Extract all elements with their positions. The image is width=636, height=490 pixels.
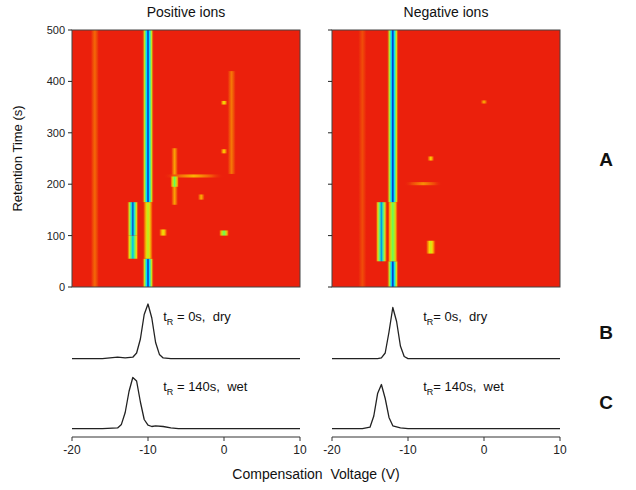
plot-frame bbox=[332, 30, 560, 287]
y-tick bbox=[328, 81, 332, 82]
y-tick bbox=[68, 235, 72, 236]
heatmap-cell bbox=[387, 261, 399, 287]
plot-area bbox=[72, 304, 300, 359]
y-tick bbox=[68, 30, 72, 31]
heatmap-cell bbox=[220, 101, 228, 105]
panel-title: Negative ions bbox=[404, 4, 489, 20]
x-tick-label: 0 bbox=[481, 443, 488, 457]
spectrum-line bbox=[72, 304, 300, 359]
plot-area bbox=[72, 30, 300, 287]
x-axis-line bbox=[72, 437, 300, 438]
y-tick-label: 400 bbox=[47, 75, 65, 87]
annotation: tR= 0s, dry bbox=[423, 309, 487, 327]
heatmap-cell bbox=[90, 30, 99, 287]
x-tick-label: 10 bbox=[553, 443, 567, 457]
annotation-part: = 140s, wet bbox=[173, 379, 247, 394]
x-tick bbox=[332, 437, 333, 441]
y-tick-label: 500 bbox=[47, 24, 65, 36]
annotation: tR = 0s, dry bbox=[163, 309, 231, 327]
y-tick-label: 200 bbox=[47, 178, 65, 190]
y-tick bbox=[68, 184, 72, 185]
page: {"chart_data": [ {"type": "heatmap", "ti… bbox=[0, 0, 636, 490]
x-axis-title: Compensation Voltage (V) bbox=[232, 466, 399, 482]
annotation: tR = 140s, wet bbox=[163, 379, 248, 397]
x-tick bbox=[148, 437, 149, 441]
annotation-part: = 140s, wet bbox=[433, 379, 504, 394]
x-tick-label: -20 bbox=[323, 443, 341, 457]
heatmap-cell bbox=[387, 202, 398, 261]
annotation: tR= 140s, wet bbox=[423, 379, 504, 397]
spectrum: tR= 140s, wet -20 -10 0 10 bbox=[323, 379, 567, 457]
heatmap-cell bbox=[142, 259, 154, 287]
y-tick bbox=[328, 287, 332, 288]
y-axis-title: Retention Time (s) bbox=[10, 105, 25, 211]
heatmap-cell bbox=[197, 194, 205, 199]
x-tick-label: -10 bbox=[139, 443, 157, 457]
x-tick-label: -20 bbox=[63, 443, 81, 457]
heatmap-cell bbox=[219, 230, 230, 235]
y-tick bbox=[328, 235, 332, 236]
heatmap-background bbox=[72, 30, 300, 287]
heatmap-cell bbox=[427, 156, 435, 160]
x-tick bbox=[408, 437, 409, 441]
heatmap: Negative ions bbox=[328, 4, 560, 287]
heatmap-cell bbox=[387, 30, 399, 202]
spectrum: tR = 140s, wet -20 -10 0 10 Compensation Volt… bbox=[63, 378, 399, 483]
x-tick-label: 0 bbox=[221, 443, 228, 457]
y-tick bbox=[68, 81, 72, 82]
y-tick bbox=[328, 184, 332, 185]
heatmap-cell bbox=[171, 148, 179, 205]
x-tick bbox=[224, 437, 225, 441]
annotation-part: = 0s, dry bbox=[433, 309, 487, 324]
plot-area bbox=[332, 30, 560, 287]
spectrum: tR = 0s, dry bbox=[72, 304, 300, 359]
panel-title: Positive ions bbox=[147, 4, 226, 20]
x-tick-label: -10 bbox=[399, 443, 417, 457]
heatmap: 0 100 200 300 400 500 Positive ions Retention T… bbox=[10, 4, 300, 293]
heatmap-cell bbox=[127, 236, 139, 259]
heatmap-cell bbox=[425, 241, 436, 254]
heatmap-cell bbox=[227, 71, 236, 174]
heatmap-cell bbox=[220, 149, 228, 153]
heatmap-cell bbox=[159, 229, 168, 235]
x-tick bbox=[484, 437, 485, 441]
panel-letter: B bbox=[599, 322, 613, 343]
heatmap-cell bbox=[127, 202, 139, 235]
spectrum-line bbox=[332, 308, 560, 359]
y-tick bbox=[68, 132, 72, 133]
figure: 0100200300400500Positive ionsRetention T… bbox=[0, 0, 636, 490]
panel-letter: A bbox=[599, 149, 613, 170]
plot-area bbox=[332, 308, 560, 359]
heatmap-cell bbox=[358, 30, 367, 287]
y-tick bbox=[328, 132, 332, 133]
x-tick bbox=[300, 437, 301, 441]
y-tick bbox=[68, 287, 72, 288]
heatmap-cell bbox=[143, 202, 154, 259]
x-tick bbox=[560, 437, 561, 441]
spectrum-line bbox=[72, 378, 300, 429]
y-tick-label: 0 bbox=[59, 281, 65, 293]
heatmap-cell bbox=[170, 176, 179, 186]
x-tick bbox=[72, 437, 73, 441]
annotation-part: = 0s, dry bbox=[173, 309, 231, 324]
heatmap-cell bbox=[404, 182, 442, 185]
plot-area bbox=[72, 378, 300, 429]
spectrum: tR= 0s, dry bbox=[332, 308, 560, 359]
y-tick-label: 300 bbox=[47, 127, 65, 139]
y-tick bbox=[328, 30, 332, 31]
x-axis-line bbox=[332, 437, 560, 438]
heatmap-cell bbox=[142, 30, 154, 202]
heatmap-cell bbox=[375, 202, 387, 261]
plot-frame bbox=[72, 30, 300, 287]
heatmap-background bbox=[332, 30, 560, 287]
heatmap-cell bbox=[480, 100, 488, 103]
x-tick-label: 10 bbox=[293, 443, 307, 457]
panel-letter: C bbox=[599, 392, 613, 413]
y-tick-label: 100 bbox=[47, 230, 65, 242]
